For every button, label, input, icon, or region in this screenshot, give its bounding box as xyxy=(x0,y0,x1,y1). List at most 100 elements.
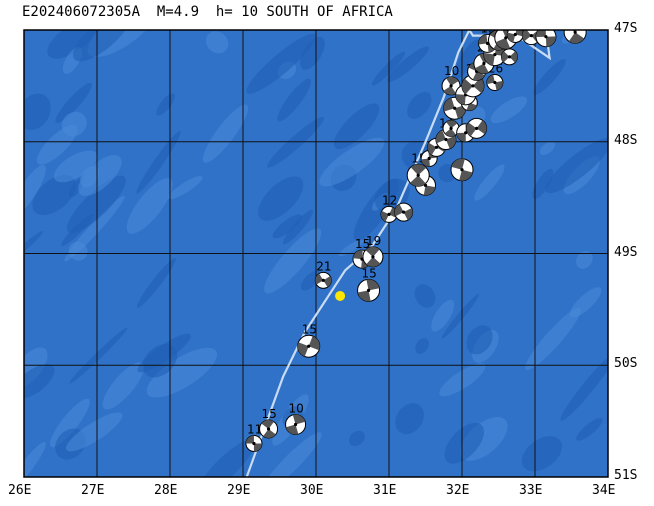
focal-mechanism[interactable] xyxy=(442,119,460,137)
focal-mechanism[interactable]: 19 xyxy=(362,234,384,268)
focal-mechanisms: 1115101521151915121514111024262151512151… xyxy=(245,8,587,452)
bathymetry-patch xyxy=(24,441,46,477)
focal-mechanism[interactable]: 21 xyxy=(314,259,332,289)
focal-mechanism[interactable]: 15 xyxy=(506,13,524,43)
focal-mechanism[interactable]: 12 xyxy=(380,193,398,223)
lat-tick-label: 50S xyxy=(614,356,638,372)
focal-mechanism[interactable]: 15 xyxy=(297,322,321,358)
bathymetry-patch xyxy=(102,362,145,410)
mechanism-label: 12 xyxy=(382,193,397,207)
bathymetry-patch xyxy=(466,325,493,355)
bathymetry-patch xyxy=(338,239,364,257)
bathymetry-patch xyxy=(474,164,505,201)
bathymetry-patch xyxy=(521,436,563,472)
focal-mechanism[interactable]: 22 xyxy=(563,8,587,44)
bathymetry-patch xyxy=(431,299,455,332)
mechanism-label: 15 xyxy=(262,407,277,421)
bathymetry-patch xyxy=(539,141,556,155)
bathymetry-patch xyxy=(349,430,365,447)
focal-mechanism[interactable]: 10 xyxy=(441,64,461,96)
bathymetry-patch xyxy=(525,307,581,370)
focal-mechanism[interactable] xyxy=(394,202,414,222)
lat-tick-label: 47S xyxy=(614,21,638,36)
lat-tick-label: 51S xyxy=(614,468,638,483)
map-frame xyxy=(23,29,609,478)
bathymetry-patch xyxy=(68,241,88,261)
bathymetry-patch xyxy=(277,78,312,122)
bathymetry-patch xyxy=(441,293,480,339)
bathymetry-patch xyxy=(576,417,603,441)
bathymetry-patch xyxy=(24,164,46,217)
bathymetry-patch xyxy=(264,228,322,294)
focal-mechanism[interactable]: 15 xyxy=(259,407,279,439)
bathymetry-patch xyxy=(386,46,429,83)
bathymetry-patch xyxy=(258,176,304,221)
bathymetry-patch xyxy=(73,30,132,62)
mechanism-label: 15 xyxy=(508,13,523,27)
bathymetry-patch xyxy=(126,178,173,234)
focal-mechanism[interactable]: 10 xyxy=(285,401,307,435)
bathymetry-patch xyxy=(24,93,51,130)
bathymetry-patch xyxy=(533,59,566,95)
focal-mechanism[interactable] xyxy=(466,117,488,139)
mechanism-label: 19 xyxy=(366,234,381,248)
lon-tick-label: 27E xyxy=(81,483,105,498)
bathymetry-patch xyxy=(453,39,479,81)
focal-mechanism[interactable] xyxy=(450,158,474,182)
bathymetry-patch xyxy=(319,137,385,187)
bathymetry-patch xyxy=(55,82,92,123)
bathymetry-patch xyxy=(490,96,528,124)
bathymetry-patch xyxy=(137,257,176,308)
bathymetry-patch xyxy=(371,51,406,86)
bathymetry-patch xyxy=(282,209,314,245)
mechanism-label: 15 xyxy=(481,21,496,35)
mechanism-label: 21 xyxy=(316,259,331,273)
bathymetry-patch xyxy=(272,214,302,239)
bathymetry-patch xyxy=(205,31,229,54)
bathymetry-patch xyxy=(545,138,608,194)
focal-mechanism[interactable]: 15 xyxy=(357,266,381,302)
bathymetry-patch xyxy=(47,30,97,59)
lon-tick-label: 29E xyxy=(227,483,251,498)
mechanism-label: 11 xyxy=(247,422,262,436)
bathymetry-patch xyxy=(267,116,324,168)
bathymetry-patch xyxy=(61,214,94,246)
bathymetry-patch xyxy=(576,251,593,269)
focal-mechanism[interactable]: 15 xyxy=(406,151,430,187)
lat-tick-label: 49S xyxy=(614,244,638,260)
bathymetry-patch xyxy=(69,327,128,384)
mechanism-label: 10 xyxy=(289,401,304,415)
bathymetry-patch xyxy=(65,412,123,452)
bathymetry xyxy=(24,30,608,477)
mechanism-label: 15 xyxy=(355,237,370,251)
mechanism-label: 10 xyxy=(444,64,459,78)
bathymetry-patch xyxy=(66,175,126,234)
bathymetry-patch xyxy=(78,155,122,196)
mechanism-label: 22 xyxy=(568,8,583,22)
mechanism-label: 12 xyxy=(499,14,514,28)
bathymetry-patch xyxy=(300,270,320,291)
bathymetry-patch xyxy=(32,174,77,216)
bathymetry-patch xyxy=(414,284,436,308)
lon-tick-label: 26E xyxy=(8,483,32,498)
bathymetry-patch xyxy=(300,36,325,70)
mechanism-label: 15 xyxy=(362,266,377,280)
bathymetry-patch xyxy=(560,353,608,421)
bathymetry-patch xyxy=(146,347,218,398)
mechanism-label: 15 xyxy=(302,322,317,336)
mechanism-label: 14 xyxy=(524,14,539,28)
bathymetry-patch xyxy=(202,104,249,163)
focal-mechanism[interactable]: 11 xyxy=(245,422,263,452)
mechanism-label: 12 xyxy=(539,14,554,28)
bathymetry-patch xyxy=(53,150,98,183)
bathymetry-patch xyxy=(24,347,48,389)
bathymetry-patch xyxy=(197,438,256,477)
bathymetry-patch xyxy=(36,124,78,165)
lon-tick-label: 30E xyxy=(300,483,324,498)
focal-mechanism[interactable]: 12 xyxy=(535,14,557,48)
event-epicenter[interactable] xyxy=(335,290,346,301)
focal-mechanism[interactable] xyxy=(500,48,518,66)
bathymetry-patch xyxy=(246,33,316,94)
bathymetry-patch xyxy=(137,333,191,373)
